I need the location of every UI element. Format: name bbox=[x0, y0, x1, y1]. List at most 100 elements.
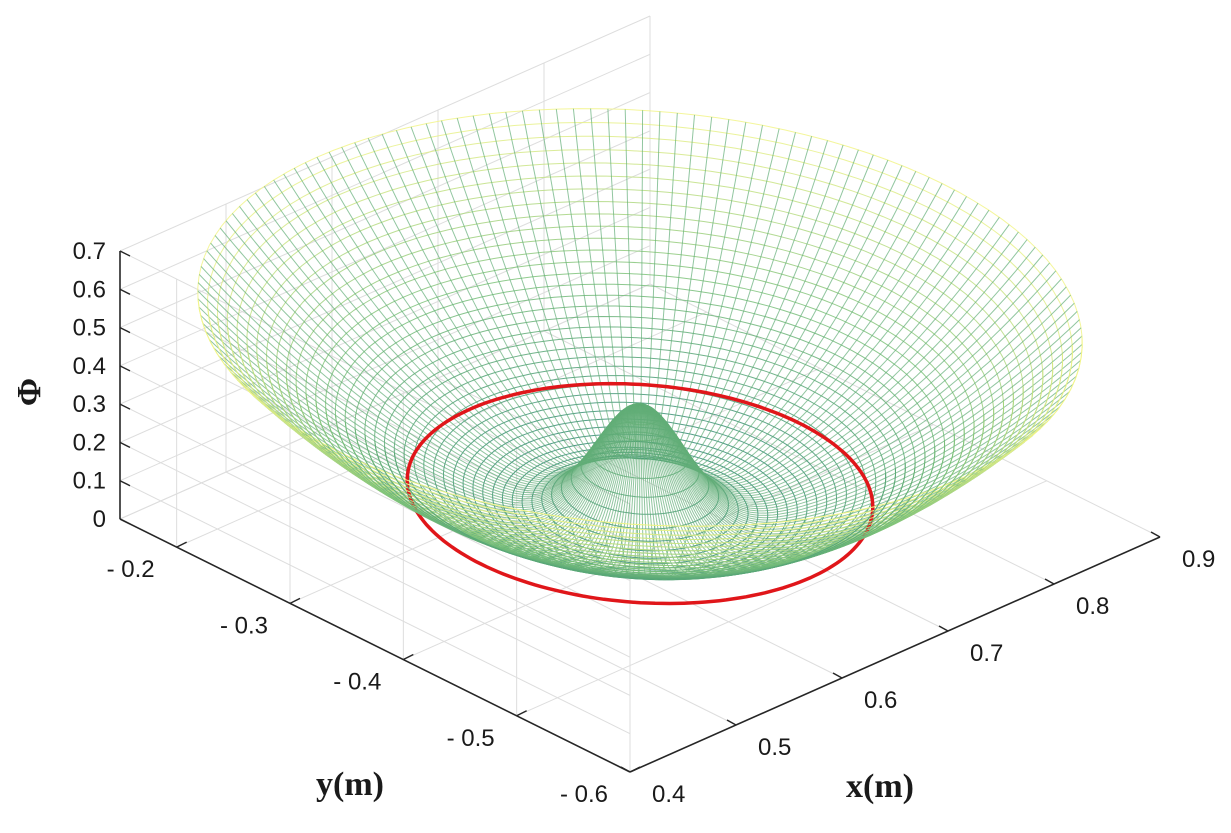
z-tick-label: 0.3 bbox=[73, 391, 106, 418]
grid-line bbox=[403, 424, 934, 661]
z-tick-label: 0.2 bbox=[73, 429, 106, 456]
y-tick-mark bbox=[176, 541, 187, 548]
y-tick-mark bbox=[289, 597, 301, 604]
z-tick-label: 0.4 bbox=[73, 353, 106, 380]
surface-front-lip bbox=[256, 353, 1024, 552]
surface-front-lip bbox=[276, 370, 1005, 558]
surface-front-lip bbox=[285, 378, 995, 561]
surface-spoke bbox=[200, 314, 641, 509]
x-tick-mark bbox=[620, 766, 631, 773]
x-tick-label: 0.7 bbox=[970, 640, 1003, 667]
grid-line bbox=[119, 480, 631, 735]
surface-spoke bbox=[602, 405, 641, 579]
surface-spoke bbox=[639, 327, 1082, 512]
surface-spoke bbox=[197, 290, 641, 502]
x-axis-title: x(m) bbox=[846, 768, 914, 805]
surface-front-lip bbox=[236, 336, 1044, 545]
surface-spoke bbox=[639, 391, 1070, 530]
surface-spoke bbox=[639, 359, 1082, 521]
surface-front-lip bbox=[374, 440, 906, 579]
z-tick-label: 0.6 bbox=[73, 276, 106, 303]
grid-line bbox=[225, 471, 737, 726]
y-tick-label: - 0.3 bbox=[220, 612, 268, 639]
z-tick-mark bbox=[119, 288, 131, 295]
surface-spoke bbox=[639, 351, 1083, 519]
z-tick-label: 0 bbox=[93, 506, 106, 533]
surface-front-lip bbox=[384, 446, 897, 579]
surface-spoke bbox=[639, 128, 780, 464]
surface-spoke bbox=[639, 110, 644, 459]
y-tick-label: - 0.6 bbox=[560, 781, 608, 808]
surface-spoke bbox=[639, 405, 673, 581]
surface-front-lip bbox=[315, 401, 965, 569]
surface-spoke bbox=[639, 367, 1080, 523]
surface-spoke bbox=[585, 405, 641, 578]
surface-spoke bbox=[639, 122, 747, 462]
surface-spoke bbox=[550, 405, 641, 575]
y-tick-label: - 0.2 bbox=[107, 556, 155, 583]
surface-spoke bbox=[639, 112, 678, 460]
surface-spoke bbox=[198, 274, 641, 498]
surface-spoke bbox=[639, 383, 1074, 528]
tick-labels: 0.4 0.5 0.6 0.7 0.8 0.9 - 0.6 - 0.5 - 0.4 - 0.3 - … bbox=[73, 238, 1216, 808]
surface-spoke bbox=[639, 111, 661, 460]
y-tick-mark bbox=[516, 710, 527, 717]
surface-spoke bbox=[639, 114, 695, 461]
grid-line bbox=[119, 53, 651, 290]
grid-line bbox=[119, 441, 631, 696]
x-axis-line bbox=[629, 536, 1161, 773]
x-tick-mark bbox=[1150, 531, 1161, 538]
surface-spoke bbox=[205, 331, 641, 513]
surface-spoke bbox=[203, 258, 641, 494]
z-tick-label: 0.7 bbox=[73, 238, 106, 265]
z-tick-label: 0.5 bbox=[73, 315, 106, 342]
x-tick-label: 0.9 bbox=[1182, 546, 1215, 573]
surface-spoke bbox=[395, 130, 641, 464]
surface-spoke bbox=[230, 371, 641, 524]
surface-spoke bbox=[488, 113, 641, 460]
surface-spoke bbox=[639, 311, 1078, 508]
surface-front-lip bbox=[246, 345, 1034, 548]
y-tick-label: - 0.5 bbox=[447, 725, 495, 752]
grid-layer bbox=[119, 15, 1161, 773]
y-axis-title: y(m) bbox=[316, 766, 384, 803]
surface-front-lip bbox=[393, 452, 887, 580]
surface-front-lip bbox=[295, 386, 985, 564]
surface-spoke bbox=[639, 405, 1048, 540]
surface-spoke bbox=[198, 306, 641, 506]
surface-spoke bbox=[624, 109, 641, 460]
axes bbox=[119, 250, 1161, 773]
y-tick-mark bbox=[629, 766, 641, 773]
surface-spoke bbox=[639, 375, 1077, 526]
x-tick-mark bbox=[832, 672, 843, 679]
z-tick-mark bbox=[119, 326, 131, 334]
surface-spoke bbox=[639, 119, 730, 462]
surface-spoke bbox=[197, 298, 641, 504]
surface-spoke bbox=[639, 405, 725, 580]
x-tick-mark bbox=[726, 719, 737, 726]
x-tick-label: 0.6 bbox=[864, 687, 897, 714]
surface-spoke bbox=[218, 355, 641, 520]
surface-front-lip bbox=[266, 362, 1014, 555]
surface-spoke bbox=[200, 266, 641, 496]
contour-line bbox=[405, 381, 875, 606]
z-tick-mark bbox=[119, 518, 131, 525]
surface-spoke bbox=[639, 405, 708, 581]
surface-spoke bbox=[639, 399, 1066, 532]
grid-line bbox=[119, 206, 651, 443]
z-tick-mark bbox=[119, 441, 131, 449]
x-tick-label: 0.4 bbox=[652, 781, 685, 808]
x-tick-mark bbox=[1044, 578, 1055, 585]
x-tick-mark bbox=[938, 625, 949, 632]
surface-spoke bbox=[639, 405, 656, 580]
grid-line bbox=[649, 283, 1161, 538]
grid-line bbox=[119, 403, 631, 658]
surface-spoke bbox=[197, 282, 641, 500]
grid-line bbox=[516, 480, 1047, 717]
grid-line bbox=[119, 130, 651, 367]
y-tick-mark bbox=[403, 653, 414, 661]
surface-spoke bbox=[223, 363, 641, 522]
z-axis-title: Φ bbox=[11, 378, 48, 406]
surface-spoke bbox=[639, 319, 1080, 510]
